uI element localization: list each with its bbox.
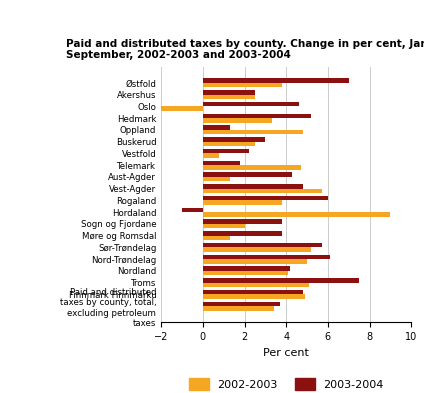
Bar [203, 231, 282, 236]
Bar [203, 290, 303, 294]
Bar [203, 130, 303, 134]
Bar [203, 118, 272, 123]
Bar [203, 259, 307, 264]
Bar [203, 102, 298, 107]
Bar [203, 83, 282, 87]
Bar [161, 107, 203, 111]
Bar [203, 165, 301, 170]
Bar [203, 137, 265, 141]
Bar [203, 294, 305, 299]
Bar [203, 173, 293, 177]
Bar [203, 184, 303, 189]
Bar [203, 236, 230, 240]
Bar [203, 125, 230, 130]
Bar [203, 306, 274, 310]
Legend: 2002-2003, 2003-2004: 2002-2003, 2003-2004 [184, 374, 388, 393]
Bar [203, 271, 288, 275]
Bar [203, 302, 280, 306]
Bar [203, 248, 311, 252]
Bar [203, 95, 255, 99]
Bar [203, 219, 282, 224]
Bar [203, 114, 311, 118]
Bar [203, 189, 322, 193]
Bar [203, 278, 359, 283]
Bar [203, 177, 230, 182]
Bar [203, 283, 309, 287]
Bar [203, 153, 220, 158]
Bar [203, 200, 282, 205]
Bar [203, 224, 245, 228]
Bar [203, 243, 322, 248]
Bar [203, 212, 391, 217]
Text: Paid and distributed taxes by county. Change in per cent, January-
September, 20: Paid and distributed taxes by county. Ch… [66, 39, 424, 61]
Bar [203, 149, 248, 153]
Bar [203, 161, 240, 165]
Bar [182, 208, 203, 212]
X-axis label: Per cent: Per cent [263, 347, 309, 358]
Bar [203, 266, 290, 271]
Bar [203, 90, 255, 95]
Bar [203, 79, 349, 83]
Bar [203, 141, 255, 146]
Bar [203, 196, 328, 200]
Bar [203, 255, 330, 259]
